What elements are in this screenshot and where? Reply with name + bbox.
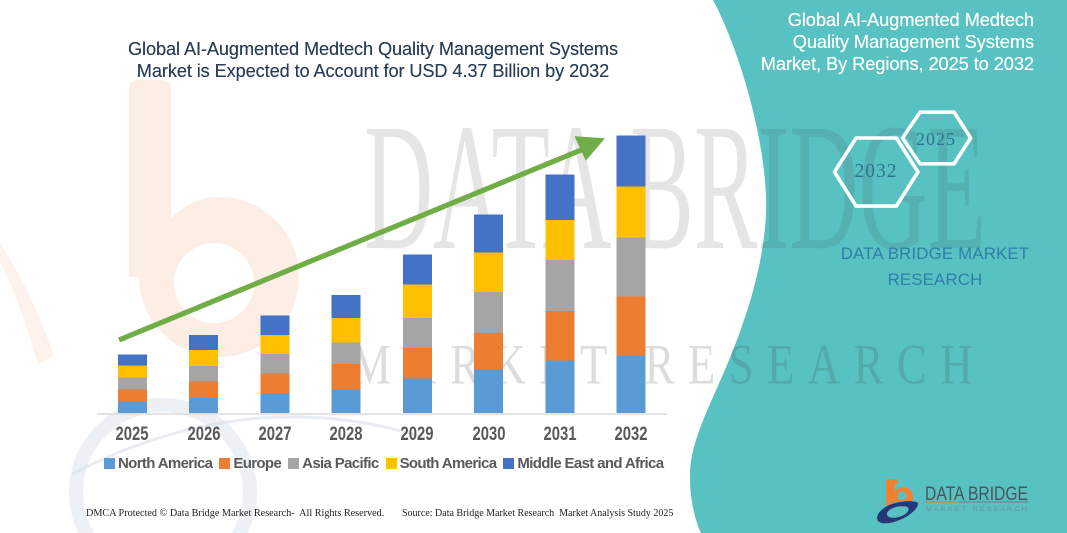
svg-text:DATA BRIDGE: DATA BRIDGE (925, 483, 1028, 505)
svg-text:MARKET RESEARCH: MARKET RESEARCH (351, 334, 986, 397)
svg-text:M A R K E T R E S E A R C H: M A R K E T R E S E A R C H (926, 506, 1027, 513)
svg-text:DATA BRIDGE: DATA BRIDGE (364, 87, 986, 288)
